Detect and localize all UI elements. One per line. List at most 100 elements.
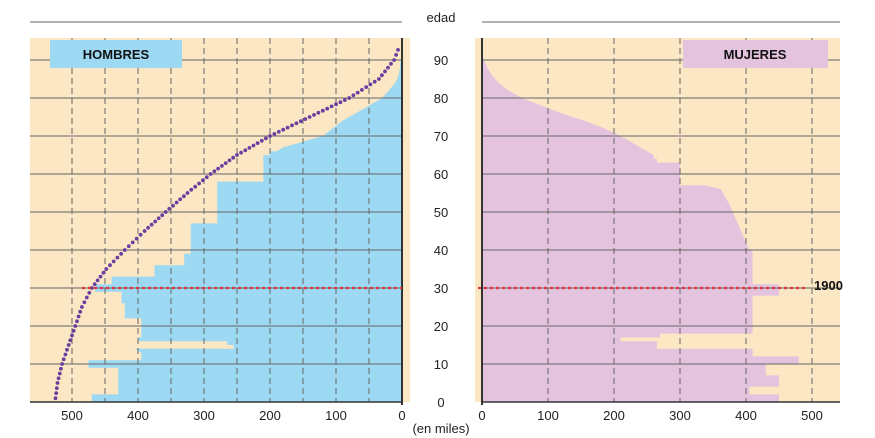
female-population-area (482, 52, 799, 403)
male-legend-box (50, 40, 182, 68)
curve-dot (76, 314, 81, 319)
curve-dot (383, 69, 387, 74)
value-axis-label: (en miles) (412, 421, 469, 436)
reference-label: 1900 (814, 278, 843, 293)
female-legend-box (683, 40, 828, 68)
curve-dot (122, 248, 127, 252)
curve-dot (149, 222, 154, 227)
curve-dot (75, 319, 79, 324)
dotted-curve (53, 48, 400, 401)
curve-dot (355, 90, 360, 95)
curve-dot (142, 229, 147, 233)
male-tick-0: 0 (398, 408, 405, 423)
curve-dot (394, 53, 398, 57)
curve-dot (247, 146, 252, 150)
curve-dot (71, 328, 76, 333)
curve-dot (338, 100, 343, 105)
curve-dot (197, 181, 202, 186)
curve-dot (63, 352, 68, 357)
age-tick-80: 80 (434, 91, 448, 106)
curve-dot (54, 391, 59, 395)
curve-dot (396, 48, 400, 52)
curve-dot (259, 138, 264, 143)
age-tick-90: 90 (434, 53, 448, 68)
curve-dot (160, 213, 165, 218)
curve-dot (153, 219, 158, 224)
curve-dot (294, 121, 299, 126)
curve-dot (178, 197, 183, 202)
curve-dot (347, 96, 352, 100)
curve-dot (101, 270, 106, 275)
curve-dot (156, 216, 161, 221)
curve-dot (53, 396, 58, 401)
curve-dot (368, 82, 373, 87)
curve-dot (78, 309, 83, 314)
curve-dot (115, 255, 120, 260)
curve-dot (119, 251, 123, 256)
curve-dot (104, 267, 109, 271)
curve-dot (204, 175, 209, 180)
curve-dot (174, 200, 179, 205)
curve-dot (212, 169, 217, 174)
male-value-tick-labels: 0 100 200 300 400 500 (61, 408, 405, 423)
age-tick-20: 20 (434, 319, 448, 334)
curve-dot (239, 150, 244, 155)
curve-dot (216, 166, 221, 171)
curve-dot (54, 386, 59, 390)
curve-dot (303, 117, 308, 121)
curve-dot (68, 338, 73, 343)
curve-dot (351, 93, 356, 98)
female-tick-500: 500 (801, 408, 823, 423)
curve-dot (281, 127, 286, 132)
curve-dot (66, 343, 71, 347)
curve-dot (163, 210, 168, 214)
male-tick-300: 300 (193, 408, 215, 423)
curve-dot (307, 115, 312, 119)
female-tick-0: 0 (478, 408, 485, 423)
female-tick-200: 200 (603, 408, 625, 423)
curve-dot (320, 108, 325, 113)
curve-dot (334, 102, 338, 107)
male-tick-100: 100 (325, 408, 347, 423)
curve-dot (290, 123, 294, 128)
female-tick-300: 300 (669, 408, 691, 423)
reference-line-1900: 1900 (82, 278, 843, 293)
curve-dot (61, 357, 66, 362)
curve-dot (268, 134, 272, 138)
curve-dot (312, 113, 316, 117)
age-tick-60: 60 (434, 167, 448, 182)
curve-dot (80, 305, 84, 309)
curve-dot (171, 203, 175, 208)
age-tick-10: 10 (434, 357, 448, 372)
age-tick-0: 0 (437, 395, 444, 410)
curve-dot (87, 290, 92, 295)
curve-dot (70, 333, 74, 338)
curve-dot (65, 347, 69, 352)
curve-dot (56, 376, 61, 381)
curve-dot (84, 295, 89, 300)
curve-dot (264, 136, 268, 141)
age-tick-30: 30 (434, 281, 448, 296)
curve-dot (386, 65, 390, 70)
curve-dot (189, 187, 194, 192)
curve-dot (130, 240, 135, 245)
female-tick-400: 400 (735, 408, 757, 423)
curve-dot (227, 158, 232, 163)
male-tick-400: 400 (127, 408, 149, 423)
curve-dot (392, 58, 396, 62)
curve-dot (251, 143, 256, 148)
curve-dot (235, 153, 239, 157)
curve-dot (92, 282, 97, 287)
curve-dot (82, 300, 87, 305)
curve-dot (111, 259, 116, 264)
curve-dot (95, 278, 100, 283)
curve-dot (231, 155, 236, 160)
female-value-tick-labels: 0 100 200 300 400 500 (478, 408, 822, 423)
curve-dot (193, 184, 198, 189)
curve-dot (372, 79, 377, 84)
male-tick-200: 200 (259, 408, 281, 423)
curve-dot (329, 104, 334, 109)
curve-dot (389, 61, 393, 66)
curve-dot (60, 362, 64, 366)
